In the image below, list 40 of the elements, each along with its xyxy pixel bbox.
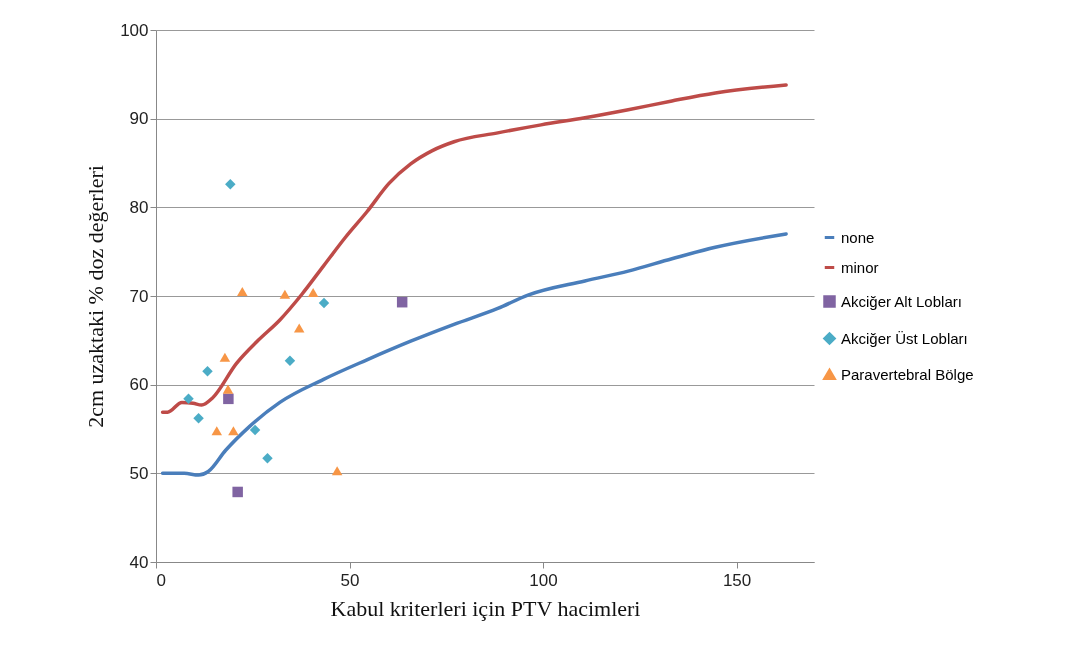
point <box>222 384 234 394</box>
point <box>249 424 261 436</box>
y-tick-label: 60 <box>129 375 149 395</box>
y-tick-label: 80 <box>129 197 149 217</box>
y-tick-label: 50 <box>129 463 149 483</box>
x-tick-label: 0 <box>156 570 166 590</box>
point <box>237 287 248 297</box>
legend-label: Akciğer Üst Lobları <box>841 329 968 347</box>
point <box>232 486 243 498</box>
legend-label: Akciğer Alt Lobları <box>841 292 962 310</box>
point <box>225 179 236 190</box>
x-tick-label: 150 <box>722 570 752 590</box>
point <box>228 426 239 436</box>
legend-label: minor <box>841 258 879 276</box>
x-axis-title: Kabul kriterleri için PTV hacimleri <box>330 595 641 621</box>
point <box>183 393 194 405</box>
point <box>202 366 213 377</box>
y-tick-label: 40 <box>129 552 149 572</box>
line-series <box>160 232 788 477</box>
point <box>262 453 273 464</box>
x-tick-label: 50 <box>340 570 360 590</box>
legend-label: Paravertebral Bölge <box>841 365 974 383</box>
point <box>331 466 343 476</box>
point <box>307 287 319 297</box>
y-tick-label: 90 <box>129 109 149 129</box>
point <box>293 323 305 333</box>
point <box>284 355 296 366</box>
x-tick-label: 100 <box>529 570 558 590</box>
y-tick-label: 100 <box>120 20 149 40</box>
point <box>396 296 408 308</box>
point <box>318 297 330 309</box>
point <box>223 393 234 405</box>
point <box>219 352 231 362</box>
y-tick-label: 70 <box>129 286 149 306</box>
y-axis-title: 2cm uzaktaki % doz değerleri <box>83 165 109 428</box>
legend-label: none <box>841 228 875 246</box>
point <box>193 413 204 424</box>
point <box>211 426 223 436</box>
point <box>279 289 291 299</box>
line-series <box>160 83 788 414</box>
